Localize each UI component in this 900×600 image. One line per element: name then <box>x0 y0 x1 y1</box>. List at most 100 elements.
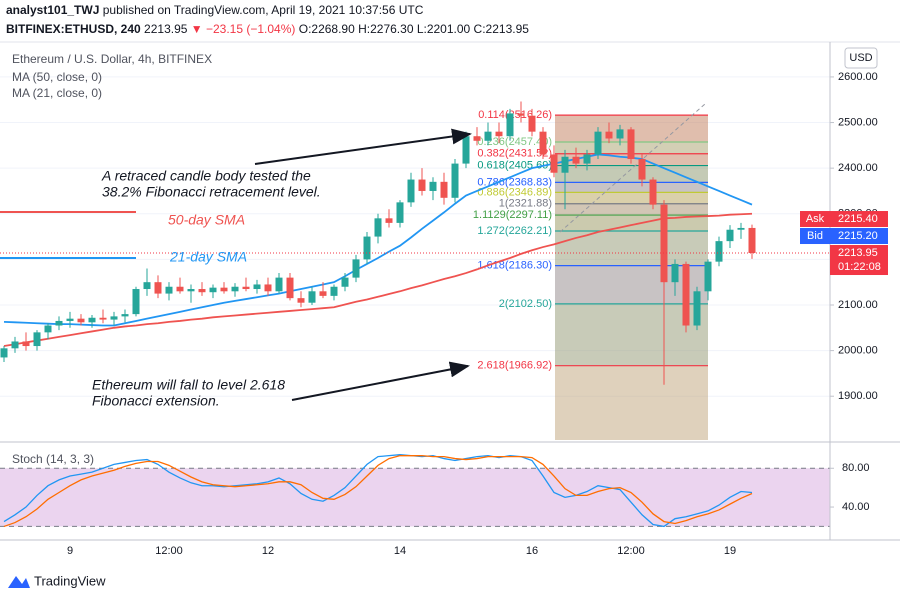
candle-body <box>55 320 63 326</box>
price-tag-label: 2213.95 <box>838 247 878 259</box>
legend-ma21: MA (21, close, 0) <box>12 86 102 100</box>
sma21-label: 21-day SMA <box>169 249 247 265</box>
fib-label: 1.1129(2297.11) <box>473 209 552 221</box>
candle-body <box>418 179 426 191</box>
price-tag <box>830 211 888 228</box>
fib-label: 1(2321.88) <box>499 198 552 210</box>
candle-body <box>704 261 712 292</box>
candle-body <box>44 325 52 333</box>
fib-label: 2(2102.50) <box>499 298 552 310</box>
header-line-1: analyst101_TWJ published on TradingView.… <box>6 3 424 17</box>
sma50-label: 50-day SMA <box>168 212 245 228</box>
currency-button[interactable] <box>844 47 878 69</box>
y-tick-label: 80.00 <box>842 462 870 474</box>
candle-body <box>440 181 448 198</box>
plot-area: 0.114(2516.26) 0.236(2457.40)0.382(2431.5… <box>0 76 834 528</box>
trend-line <box>559 103 706 233</box>
price-tag-name: Bid <box>807 230 823 242</box>
price-tag <box>830 245 888 276</box>
candle-body <box>297 298 305 303</box>
fib-band <box>555 215 708 232</box>
candle-body <box>660 204 668 283</box>
y-tick-label: 2500.00 <box>838 116 878 128</box>
candle-body <box>638 159 646 180</box>
candle-body <box>583 154 591 164</box>
author: analyst101_TWJ <box>6 3 99 17</box>
candle-body <box>495 131 503 137</box>
fib-label: 0.886(2346.89) <box>477 186 552 198</box>
candle-body <box>132 289 140 315</box>
candle-body <box>110 316 118 320</box>
published: published on TradingView.com, April 19, … <box>103 3 424 17</box>
x-tick-label: 12:00 <box>617 545 645 557</box>
x-tick-label: 9 <box>67 545 73 557</box>
candle-body <box>693 291 701 326</box>
candle-body <box>561 156 569 173</box>
price-tag-label: 2215.40 <box>838 213 878 225</box>
currency[interactable]: USD <box>849 52 872 64</box>
candle-body <box>275 277 283 292</box>
annotation-text: Ethereum will fall to level 2.618 <box>92 377 285 393</box>
footer-brand: TradingView <box>34 573 106 588</box>
candle-body <box>253 284 261 290</box>
candle-body <box>594 131 602 155</box>
candle-body <box>506 113 514 137</box>
y-tick-label: 1900.00 <box>838 390 878 402</box>
candle-body <box>473 136 481 141</box>
y-tick-label: 40.00 <box>842 501 870 513</box>
fib-band <box>555 203 708 216</box>
candle-body <box>385 218 393 223</box>
candle-body <box>66 318 74 321</box>
candle-body <box>187 289 195 292</box>
y-tick-label: 2400.00 <box>838 162 878 174</box>
countdown: 01:22:08 <box>838 261 881 273</box>
fib-band <box>555 231 708 266</box>
symbol: BITFINEX:ETHUSD, 240 <box>6 22 141 36</box>
candle-body <box>143 282 151 290</box>
candle-body <box>550 154 558 173</box>
y-tick-label: 2100.00 <box>838 299 878 311</box>
candle-body <box>462 136 470 164</box>
candle-body <box>242 286 250 290</box>
fib-band <box>555 192 708 204</box>
y-tick-label: 2000.00 <box>838 345 878 357</box>
candle-body <box>572 156 580 164</box>
candle-body <box>264 284 272 292</box>
candle-body <box>231 286 239 292</box>
annotation-text: A retraced candle body tested the <box>101 168 311 184</box>
ma-line <box>3 153 753 327</box>
candle-body <box>748 227 756 254</box>
x-tick-label: 12 <box>262 545 274 557</box>
fib-label: 1.272(2262.21) <box>477 225 552 237</box>
price-tag-name-bg <box>800 211 830 228</box>
x-tick-label: 16 <box>526 545 538 557</box>
candle-body <box>209 287 217 293</box>
stoch-line <box>3 454 753 528</box>
candle-body <box>33 332 41 347</box>
candle-body <box>407 179 415 203</box>
candle-body <box>330 286 338 296</box>
candle-body <box>517 113 525 116</box>
candle-body <box>649 179 657 205</box>
price-tag <box>830 228 888 245</box>
candle-body <box>605 131 613 139</box>
candle-body <box>121 314 129 317</box>
candle-body <box>484 131 492 141</box>
stoch-line <box>3 455 753 528</box>
ma-line <box>3 212 753 347</box>
price-tag-name: Ask <box>806 213 825 225</box>
annotation-arrow <box>254 128 472 165</box>
annotation-arrow <box>291 361 470 401</box>
chart-title: Ethereum / U.S. Dollar, 4h, BITFINEX <box>12 52 212 66</box>
stoch-title: Stoch (14, 3, 3) <box>12 452 94 466</box>
x-tick-label: 12:00 <box>155 545 183 557</box>
candle-body <box>352 259 360 278</box>
candle-body <box>737 227 745 230</box>
candle-body <box>715 241 723 262</box>
fib-label: 0.114(2516.26) <box>478 109 552 121</box>
fib-label: 0.382(2431.52) <box>477 148 552 160</box>
candle-body <box>77 318 85 323</box>
candle-body <box>451 163 459 198</box>
